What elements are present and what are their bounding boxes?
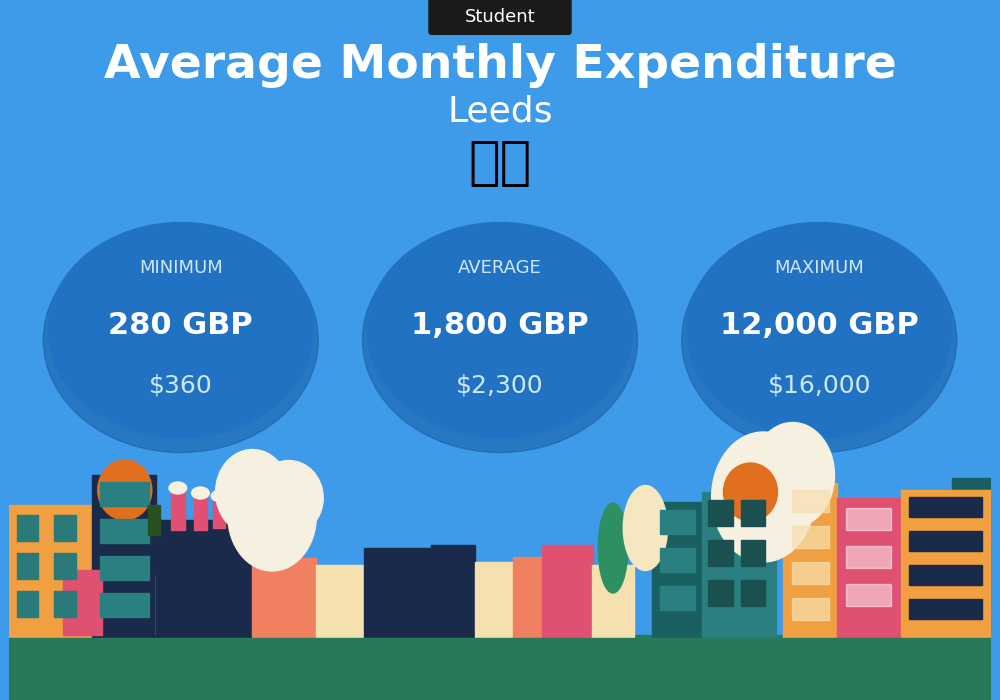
- Ellipse shape: [254, 461, 323, 536]
- Bar: [952, 478, 991, 638]
- Bar: [148, 505, 160, 535]
- Ellipse shape: [623, 486, 667, 570]
- Bar: [792, 562, 829, 584]
- Bar: [846, 546, 891, 568]
- Text: MINIMUM: MINIMUM: [139, 259, 223, 277]
- Bar: [592, 565, 634, 638]
- Ellipse shape: [362, 228, 638, 452]
- Bar: [846, 508, 891, 530]
- Bar: [846, 584, 891, 606]
- Bar: [475, 562, 513, 638]
- Bar: [909, 531, 982, 551]
- Ellipse shape: [43, 228, 318, 452]
- Ellipse shape: [211, 491, 227, 501]
- Bar: [837, 498, 901, 638]
- Ellipse shape: [751, 423, 834, 528]
- Bar: [100, 519, 149, 543]
- Bar: [213, 498, 225, 528]
- Bar: [783, 483, 837, 638]
- Ellipse shape: [192, 487, 209, 499]
- Text: $360: $360: [149, 373, 213, 397]
- Text: Student: Student: [465, 8, 535, 26]
- Bar: [741, 580, 765, 606]
- FancyBboxPatch shape: [428, 0, 572, 35]
- Ellipse shape: [169, 482, 187, 494]
- Text: 12,000 GBP: 12,000 GBP: [720, 311, 919, 340]
- Bar: [708, 540, 733, 566]
- Text: MAXIMUM: MAXIMUM: [774, 259, 864, 277]
- Bar: [17, 553, 38, 579]
- Bar: [156, 520, 254, 640]
- Ellipse shape: [48, 223, 313, 438]
- Text: AVERAGE: AVERAGE: [458, 259, 542, 277]
- Bar: [660, 548, 695, 572]
- Text: 280 GBP: 280 GBP: [108, 311, 253, 340]
- Bar: [542, 545, 593, 638]
- Bar: [171, 490, 185, 530]
- Ellipse shape: [723, 463, 777, 521]
- Bar: [54, 591, 76, 617]
- Bar: [100, 556, 149, 580]
- Bar: [909, 497, 982, 517]
- Bar: [9, 505, 97, 640]
- Bar: [702, 492, 776, 638]
- Bar: [741, 540, 765, 566]
- Ellipse shape: [598, 503, 628, 593]
- Bar: [100, 593, 149, 617]
- Text: 1,800 GBP: 1,800 GBP: [411, 311, 589, 340]
- Bar: [156, 575, 205, 635]
- Bar: [792, 598, 829, 620]
- Ellipse shape: [367, 223, 633, 438]
- Bar: [17, 591, 38, 617]
- Bar: [909, 599, 982, 619]
- Bar: [100, 482, 149, 506]
- Bar: [513, 557, 544, 638]
- Text: Leeds: Leeds: [447, 95, 553, 129]
- Bar: [660, 586, 695, 610]
- Bar: [901, 490, 991, 638]
- Bar: [364, 548, 438, 638]
- Text: $2,300: $2,300: [456, 373, 544, 397]
- Bar: [9, 635, 991, 700]
- Bar: [252, 558, 316, 638]
- Bar: [92, 475, 156, 640]
- Bar: [54, 553, 76, 579]
- Bar: [909, 565, 982, 585]
- Bar: [792, 490, 829, 512]
- Bar: [54, 515, 76, 541]
- Bar: [652, 502, 703, 638]
- Ellipse shape: [216, 449, 289, 535]
- Text: Average Monthly Expenditure: Average Monthly Expenditure: [104, 43, 896, 88]
- Bar: [431, 545, 475, 638]
- Text: 🇬🇧: 🇬🇧: [468, 137, 532, 189]
- Ellipse shape: [228, 461, 316, 571]
- Bar: [194, 495, 207, 530]
- Ellipse shape: [682, 228, 957, 452]
- Bar: [708, 500, 733, 526]
- Bar: [316, 565, 365, 638]
- Bar: [792, 526, 829, 548]
- Ellipse shape: [687, 223, 952, 438]
- Ellipse shape: [712, 432, 815, 562]
- Ellipse shape: [98, 460, 152, 520]
- Bar: [741, 500, 765, 526]
- Bar: [708, 580, 733, 606]
- Bar: [63, 570, 102, 635]
- Bar: [17, 515, 38, 541]
- Bar: [9, 638, 991, 700]
- Bar: [660, 510, 695, 534]
- Text: $16,000: $16,000: [767, 373, 871, 397]
